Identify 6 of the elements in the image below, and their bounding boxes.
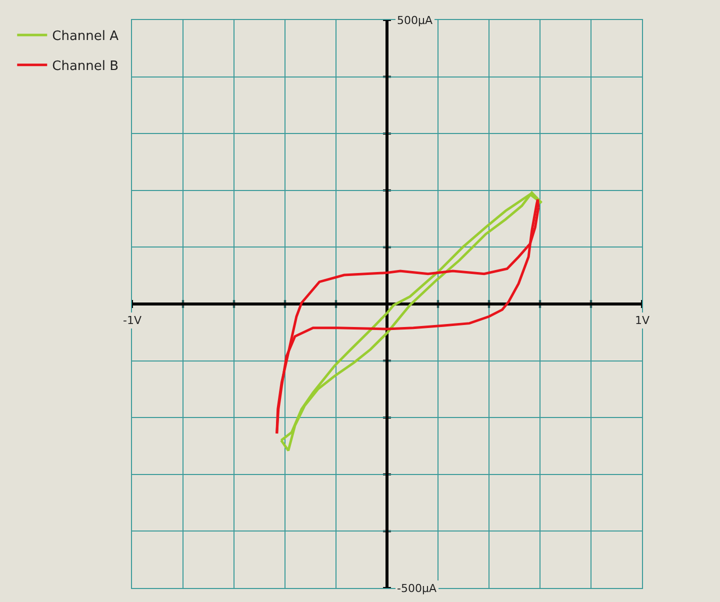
x-tick-label: 1V (635, 314, 650, 327)
legend-label: Channel B (52, 58, 119, 74)
y-tick-label: 500µA (397, 14, 433, 27)
y-tick-label: -500µA (397, 582, 437, 595)
legend-label: Channel A (52, 29, 119, 44)
x-tick-label: -1V (123, 314, 142, 327)
